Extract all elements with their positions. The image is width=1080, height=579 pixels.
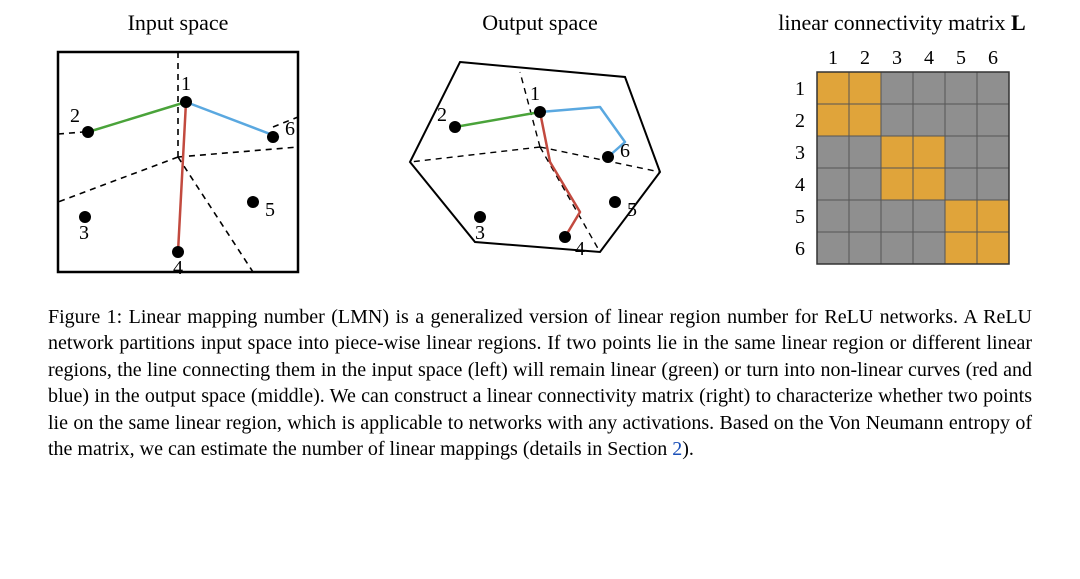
output-space-svg: 1 2 3 4 5 6	[400, 42, 680, 272]
svg-text:4: 4	[173, 257, 183, 279]
svg-text:5: 5	[956, 47, 966, 69]
panel-input-title: Input space	[128, 10, 229, 36]
svg-text:5: 5	[265, 199, 275, 221]
svg-text:3: 3	[79, 222, 89, 244]
svg-text:6: 6	[285, 118, 295, 140]
svg-text:2: 2	[70, 105, 80, 127]
matrix-title-bold: L	[1011, 10, 1026, 35]
panel-input-space: Input space 1 2 3 4 5 6	[48, 10, 308, 282]
svg-text:6: 6	[988, 47, 998, 69]
svg-text:6: 6	[795, 238, 805, 260]
svg-text:4: 4	[924, 47, 934, 69]
svg-text:5: 5	[627, 199, 637, 221]
svg-text:4: 4	[575, 238, 585, 260]
figure-page: Input space 123456 Output space 123456 l…	[0, 0, 1080, 579]
panel-matrix-title: linear connectivity matrix L	[778, 10, 1025, 36]
svg-text:1: 1	[530, 83, 540, 105]
caption-body-before: Linear mapping number (LMN) is a general…	[48, 306, 1032, 460]
svg-text:5: 5	[795, 206, 805, 228]
svg-text:4: 4	[795, 174, 805, 196]
panel-output-title: Output space	[482, 10, 597, 36]
input-space-svg: 1 2 3 4 5 6	[48, 42, 308, 282]
svg-text:3: 3	[892, 47, 902, 69]
matrix-title-text: linear connectivity matrix	[778, 10, 1011, 35]
matrix-svg: 123456123456	[772, 42, 1032, 272]
caption-prefix: Figure 1:	[48, 306, 129, 328]
panel-output-space: Output space 1 2 3 4 5 6	[400, 10, 680, 272]
svg-text:3: 3	[475, 222, 485, 244]
svg-text:6: 6	[620, 140, 630, 162]
svg-text:1: 1	[828, 47, 838, 69]
svg-text:1: 1	[181, 73, 191, 95]
svg-text:2: 2	[437, 104, 447, 126]
panels-row: Input space 123456 Output space 123456 l…	[48, 10, 1032, 282]
caption-section-link[interactable]: 2	[672, 438, 682, 460]
caption-body-after: ).	[682, 438, 694, 460]
svg-text:3: 3	[795, 142, 805, 164]
svg-text:2: 2	[795, 110, 805, 132]
figure-caption: Figure 1: Linear mapping number (LMN) is…	[48, 304, 1032, 462]
panel-matrix: linear connectivity matrix L 12345612345…	[772, 10, 1032, 272]
svg-text:1: 1	[795, 78, 805, 100]
svg-text:2: 2	[860, 47, 870, 69]
